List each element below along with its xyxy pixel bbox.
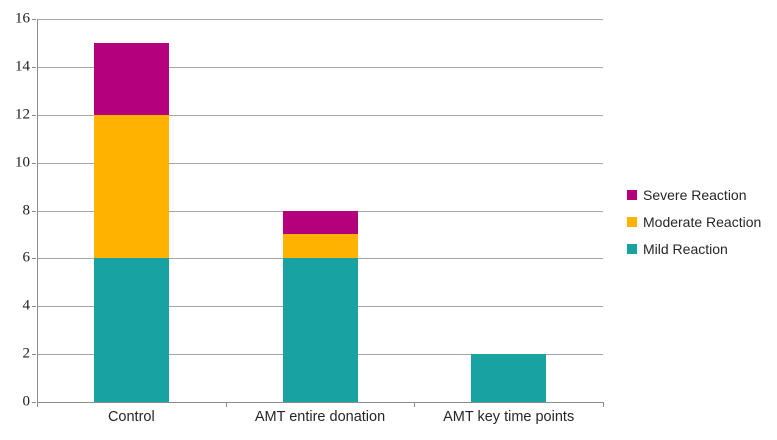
legend-label: Mild Reaction	[643, 241, 728, 257]
gridline	[37, 114, 603, 116]
gridline	[37, 19, 603, 20]
bar-segment-severe-reaction	[282, 210, 358, 235]
legend-item-mild-reaction: Mild Reaction	[627, 241, 761, 257]
legend-label: Severe Reaction	[643, 187, 747, 203]
x-axis-label: AMT entire donation	[254, 409, 386, 425]
y-axis-label: 4	[22, 297, 31, 314]
x-axis-tick	[225, 402, 227, 407]
y-axis-label: 2	[22, 345, 31, 362]
bar-segment-mild-reaction	[282, 258, 358, 402]
gridline	[37, 66, 603, 68]
y-axis-label: 8	[22, 202, 31, 218]
legend-item-moderate-reaction: Moderate Reaction	[627, 214, 761, 230]
x-axis-label: Control	[107, 409, 155, 425]
y-axis-tick	[32, 114, 36, 116]
y-axis-label: 12	[15, 106, 30, 123]
y-axis-tick	[32, 162, 36, 164]
y-axis-tick	[32, 66, 36, 68]
y-axis-tick	[32, 19, 36, 20]
y-axis-line	[37, 19, 38, 403]
x-axis-tick	[603, 402, 604, 407]
legend: Severe Reaction Moderate Reaction Mild Rea…	[627, 187, 761, 268]
plot-area	[37, 19, 603, 402]
bar-stack	[471, 19, 547, 402]
x-axis-line	[37, 402, 604, 403]
legend-label: Moderate Reaction	[643, 214, 762, 230]
legend-swatch	[627, 244, 637, 254]
x-axis-label: AMT key time points	[443, 409, 575, 425]
bar-segment-mild-reaction	[93, 258, 169, 402]
legend-swatch	[627, 217, 637, 227]
bar-stack	[93, 19, 169, 402]
y-axis-tick	[32, 402, 36, 403]
y-axis-label: 6	[22, 249, 31, 266]
y-axis-label: 16	[15, 10, 30, 27]
bar-stack	[282, 19, 358, 402]
y-axis-tick	[32, 258, 36, 260]
y-axis-label: 10	[15, 154, 30, 171]
y-axis-tick	[32, 306, 36, 308]
gridline	[37, 162, 603, 164]
x-axis-tick	[414, 402, 416, 407]
bar-segment-moderate-reaction	[282, 234, 358, 259]
legend-item-severe-reaction: Severe Reaction	[627, 187, 761, 203]
y-axis-tick	[32, 354, 36, 356]
legend-swatch	[627, 190, 637, 200]
bar-segment-moderate-reaction	[93, 114, 169, 259]
bar-segment-mild-reaction	[471, 354, 547, 402]
y-axis-label: 0	[22, 393, 31, 410]
bar-segment-severe-reaction	[93, 42, 169, 115]
y-axis-tick	[32, 210, 36, 212]
x-axis-tick	[37, 402, 38, 407]
y-axis-label: 14	[15, 58, 30, 75]
